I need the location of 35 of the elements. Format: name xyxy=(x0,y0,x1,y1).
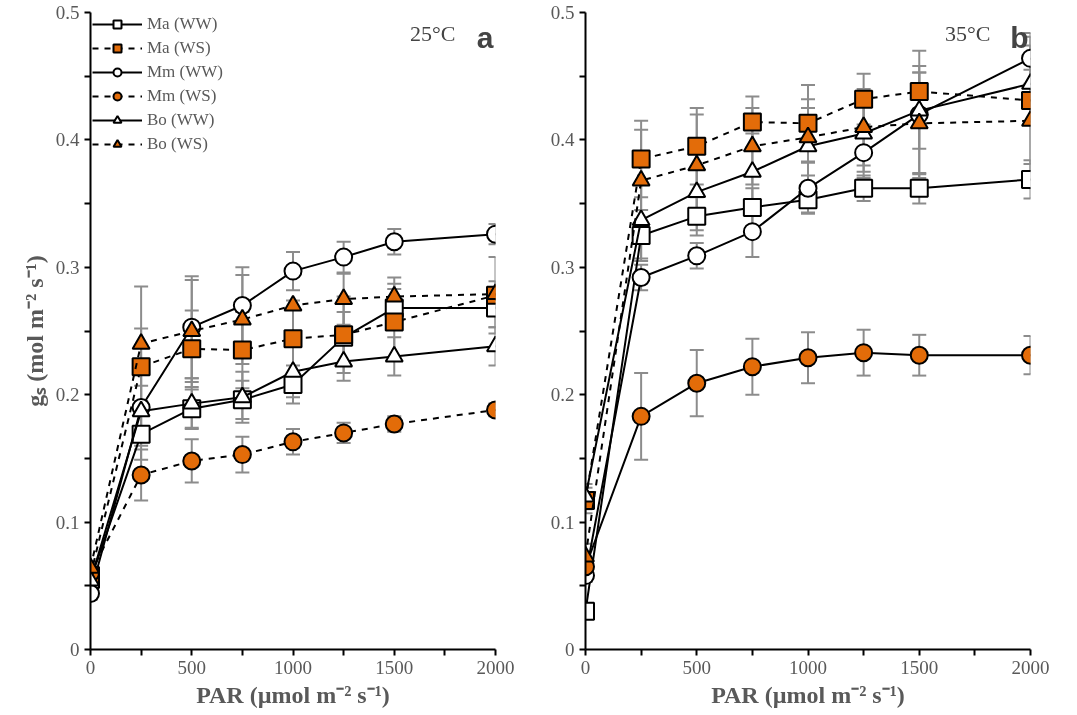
x-tick-label: 2000 xyxy=(476,656,515,678)
annotation: a xyxy=(476,20,494,54)
y-tick-label: 0.2 xyxy=(55,384,80,406)
legend-label: Ma (WW) xyxy=(147,14,218,34)
x-tick-label: 0 xyxy=(85,656,96,678)
legend-label: Ma (WS) xyxy=(147,38,211,58)
x-axis-title: PAR (µmol m⁻² s⁻¹) xyxy=(196,681,390,708)
annotation: 35°C xyxy=(945,20,991,46)
y-axis-title: gₛ (mol m⁻² s⁻¹) xyxy=(21,255,48,407)
x-tick-label: 1000 xyxy=(789,656,827,678)
legend-label: Bo (WS) xyxy=(147,134,208,154)
annotation: 25°C xyxy=(410,20,456,46)
legend-label: Mm (WS) xyxy=(147,86,217,106)
y-tick-label: 0.5 xyxy=(55,2,80,23)
x-tick-label: 0 xyxy=(580,656,591,678)
y-tick-label: 0.4 xyxy=(55,129,80,151)
legend-label: Mm (WW) xyxy=(147,62,224,82)
x-tick-label: 1500 xyxy=(900,656,939,678)
y-tick-label: 0.3 xyxy=(550,256,575,278)
annotation: b xyxy=(1010,20,1029,54)
y-tick-label: 0.5 xyxy=(550,2,575,23)
y-tick-label: 0.4 xyxy=(550,129,575,151)
y-tick-label: 0.1 xyxy=(55,511,80,533)
x-tick-label: 500 xyxy=(177,656,206,678)
y-tick-label: 0.2 xyxy=(550,384,575,406)
x-axis-title: PAR (µmol m⁻² s⁻¹) xyxy=(711,681,905,708)
x-tick-label: 2000 xyxy=(1011,656,1050,678)
y-tick-label: 0 xyxy=(565,639,575,660)
x-tick-label: 1500 xyxy=(375,656,414,678)
x-tick-label: 500 xyxy=(682,656,711,678)
y-tick-label: 0 xyxy=(70,639,80,660)
legend-label: Bo (WW) xyxy=(147,110,215,130)
x-tick-label: 1000 xyxy=(274,656,312,678)
y-tick-label: 0.1 xyxy=(550,511,575,533)
y-tick-label: 0.3 xyxy=(55,256,80,278)
